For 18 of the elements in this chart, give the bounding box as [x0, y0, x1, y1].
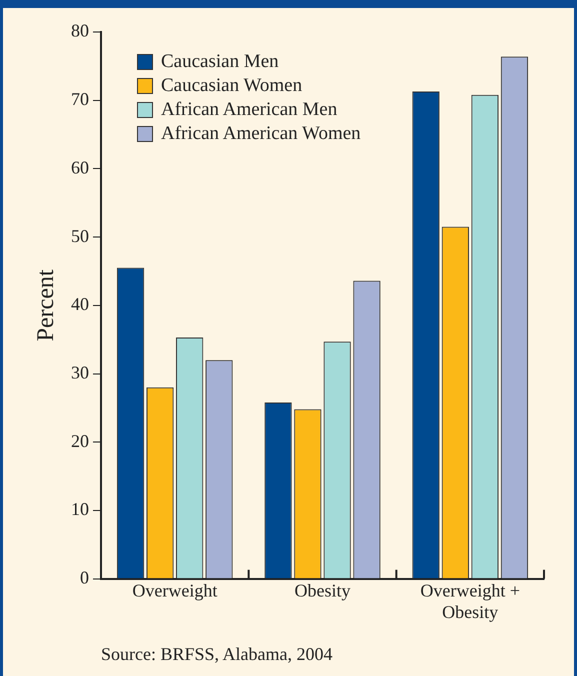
y-tick-label: 80 [71, 20, 89, 41]
legend-label: African American Women [161, 122, 361, 146]
y-tick-label: 0 [80, 568, 89, 588]
x-tick-label: Overweight + Obesity [420, 580, 520, 622]
y-tick-label: 60 [71, 157, 89, 178]
legend-label: Caucasian Women [161, 74, 302, 98]
legend-label: African American Men [161, 98, 338, 122]
x-tick-label: Obesity [294, 580, 350, 600]
y-axis-title: Percent [33, 269, 59, 342]
y-tick-label: 30 [71, 362, 89, 382]
y-tick-label: 50 [71, 226, 89, 246]
y-tick-label: 70 [71, 89, 89, 110]
legend-label: Caucasian Men [161, 50, 279, 74]
x-tick-label: Overweight [132, 580, 218, 600]
y-tick-label: 20 [71, 430, 89, 451]
y-tick-label: 40 [71, 294, 89, 314]
source-note: Source: BRFSS, Alabama, 2004 [101, 644, 333, 665]
y-tick-label: 10 [71, 499, 89, 520]
